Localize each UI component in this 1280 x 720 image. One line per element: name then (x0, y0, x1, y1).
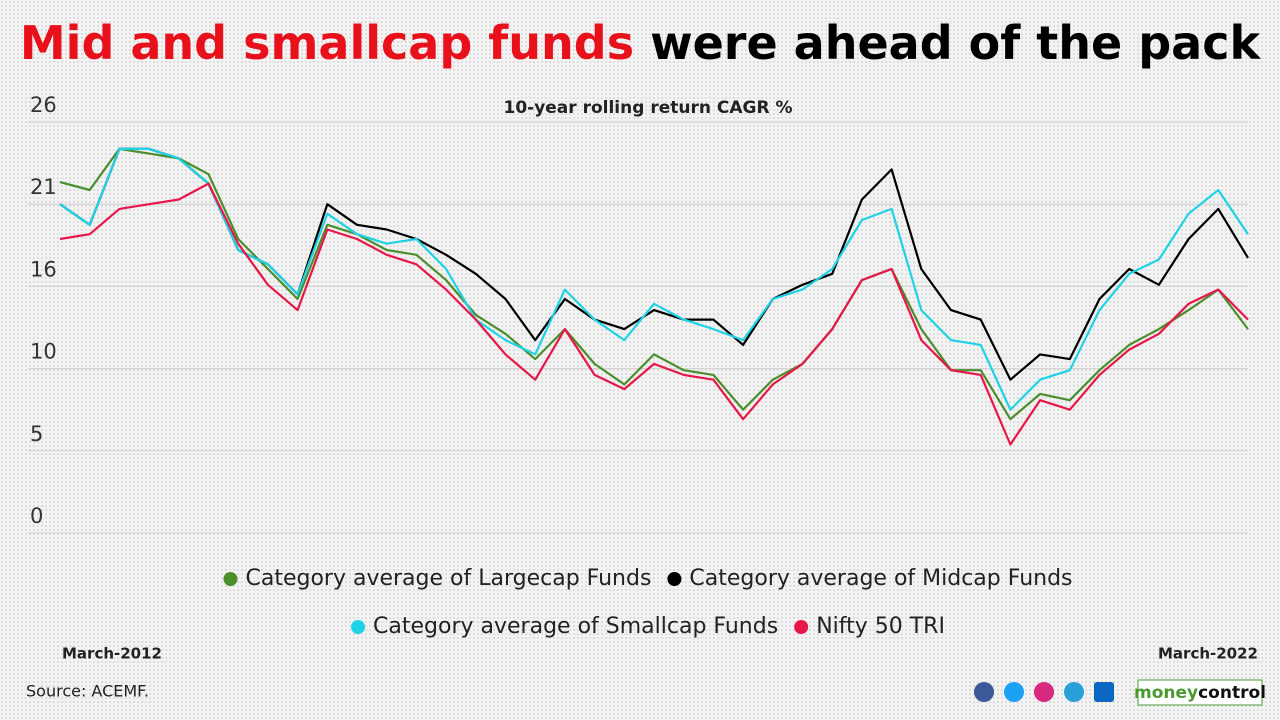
subtitle: 10-year rolling return CAGR % (503, 98, 792, 118)
legend-swatch (794, 620, 809, 634)
legend-swatch (667, 572, 682, 586)
series-line (59, 147, 1249, 381)
legend-item: Category average of Smallcap Funds (351, 614, 778, 639)
brand: moneycontrol (1134, 683, 1266, 703)
y-tick-label: 26 (30, 93, 57, 117)
series-line (59, 147, 1249, 411)
legend-row: Category average of Largecap Funds Catego… (223, 566, 1073, 591)
facebook-icon[interactable] (974, 682, 994, 702)
y-tick-label: 16 (30, 257, 57, 281)
brand-part: control (1198, 683, 1266, 703)
linkedin-icon[interactable] (1094, 682, 1114, 702)
legend-item: Category average of Largecap Funds (223, 566, 651, 591)
brand-box (1137, 679, 1263, 706)
legend-swatch (351, 620, 366, 634)
legend-label: Category average of Smallcap Funds (373, 614, 778, 639)
legend-label: Category average of Midcap Funds (689, 566, 1072, 591)
legend-item: Category average of Midcap Funds (667, 566, 1073, 591)
series-line (59, 182, 1249, 446)
legend-swatch (223, 572, 238, 586)
chart-title: Mid and smallcap funds were ahead of the… (20, 16, 1262, 70)
legend-label: Category average of Largecap Funds (245, 566, 651, 591)
y-tick-label: 21 (30, 175, 57, 199)
twitter-icon[interactable] (1004, 682, 1024, 702)
title-rest: were ahead of the pack (650, 16, 1261, 70)
legend-label: Nifty 50 TRI (816, 614, 945, 639)
x-tick-label: March-2022 (1158, 645, 1258, 663)
telegram-icon[interactable] (1064, 682, 1084, 702)
y-tick-label: 10 (30, 340, 57, 364)
y-tick-label: 0 (30, 504, 43, 528)
y-tick-label: 5 (30, 422, 43, 446)
legend-item: Nifty 50 TRI (794, 614, 945, 639)
instagram-icon[interactable] (1034, 682, 1054, 702)
legend-row: Category average of Smallcap Funds Nifty … (351, 614, 945, 639)
title-highlight: Mid and smallcap funds (20, 16, 634, 70)
social-icons (974, 682, 1114, 702)
x-tick-label: March-2012 (62, 645, 162, 663)
source: Source: ACEMF. (26, 682, 149, 701)
brand-part: money (1134, 683, 1198, 703)
series-line (59, 147, 1249, 421)
